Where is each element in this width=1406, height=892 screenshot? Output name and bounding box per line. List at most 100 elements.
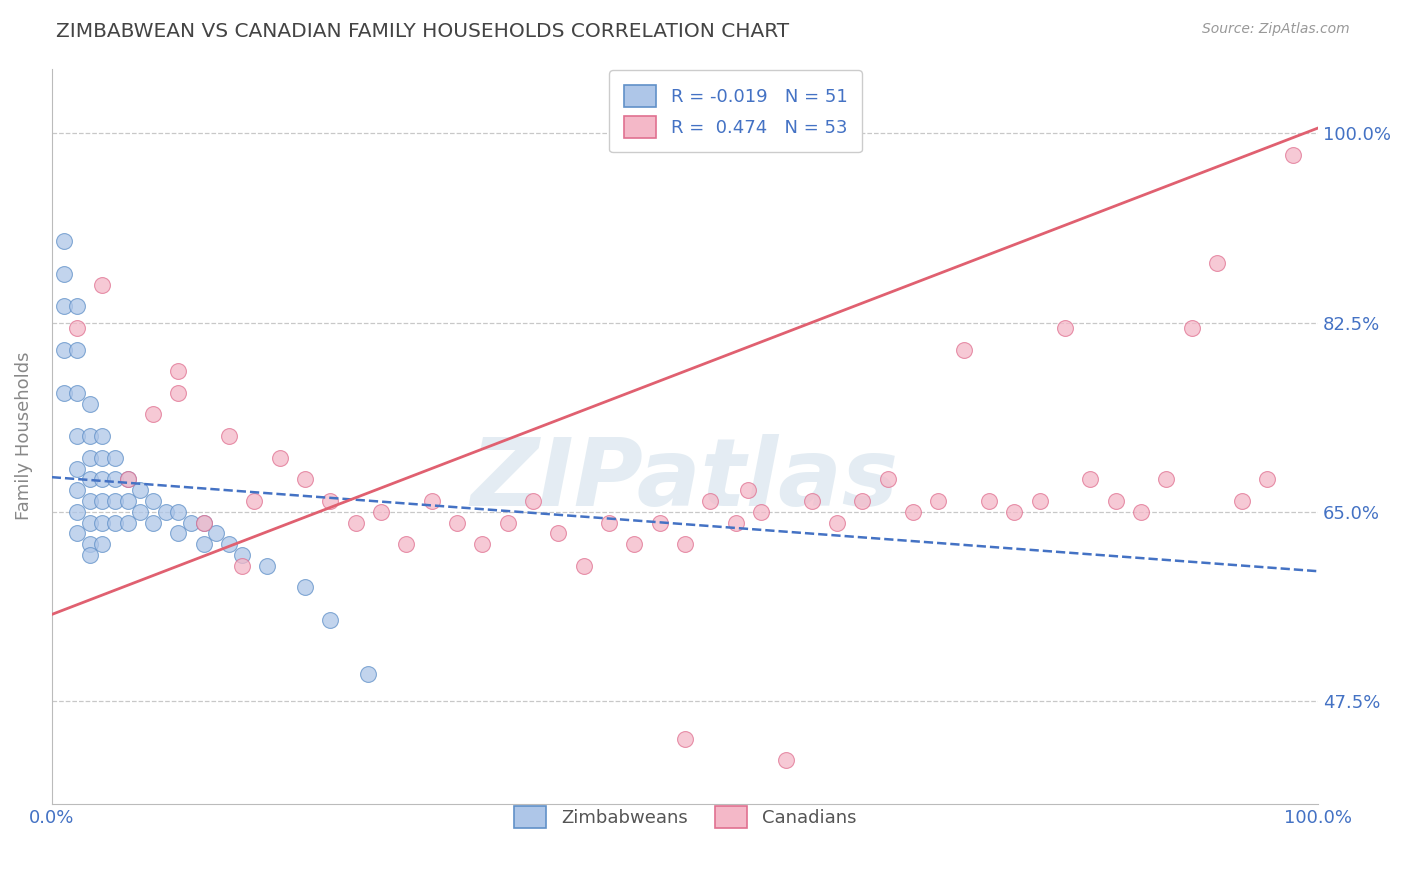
Point: [117, 472, 139, 486]
Point: [319, 494, 342, 508]
Point: [648, 516, 671, 530]
Point: [231, 558, 253, 573]
Point: [66, 461, 89, 475]
Point: [129, 483, 152, 497]
Point: [142, 408, 165, 422]
Point: [193, 537, 215, 551]
Point: [1154, 472, 1177, 486]
Point: [142, 516, 165, 530]
Point: [977, 494, 1000, 508]
Point: [319, 613, 342, 627]
Point: [952, 343, 974, 357]
Point: [117, 472, 139, 486]
Point: [66, 505, 89, 519]
Point: [129, 505, 152, 519]
Point: [193, 516, 215, 530]
Point: [104, 516, 127, 530]
Point: [446, 516, 468, 530]
Point: [572, 558, 595, 573]
Point: [180, 516, 202, 530]
Point: [117, 494, 139, 508]
Point: [66, 385, 89, 400]
Point: [167, 364, 190, 378]
Point: [370, 505, 392, 519]
Point: [775, 753, 797, 767]
Point: [269, 450, 291, 465]
Point: [79, 548, 101, 562]
Point: [66, 343, 89, 357]
Point: [53, 299, 76, 313]
Point: [851, 494, 873, 508]
Point: [699, 494, 721, 508]
Point: [79, 397, 101, 411]
Point: [1230, 494, 1253, 508]
Point: [142, 494, 165, 508]
Point: [294, 472, 316, 486]
Point: [104, 472, 127, 486]
Point: [471, 537, 494, 551]
Point: [66, 526, 89, 541]
Point: [1002, 505, 1025, 519]
Point: [66, 299, 89, 313]
Point: [53, 235, 76, 249]
Point: [1053, 321, 1076, 335]
Text: ZIPatlas: ZIPatlas: [471, 434, 898, 526]
Point: [1028, 494, 1050, 508]
Point: [800, 494, 823, 508]
Point: [673, 731, 696, 746]
Point: [66, 321, 89, 335]
Point: [79, 494, 101, 508]
Point: [79, 472, 101, 486]
Point: [547, 526, 569, 541]
Point: [66, 429, 89, 443]
Point: [1281, 148, 1303, 162]
Point: [91, 537, 114, 551]
Point: [53, 267, 76, 281]
Point: [53, 385, 76, 400]
Point: [167, 526, 190, 541]
Text: ZIMBABWEAN VS CANADIAN FAMILY HOUSEHOLDS CORRELATION CHART: ZIMBABWEAN VS CANADIAN FAMILY HOUSEHOLDS…: [56, 22, 789, 41]
Point: [256, 558, 278, 573]
Point: [91, 429, 114, 443]
Point: [218, 429, 240, 443]
Point: [193, 516, 215, 530]
Point: [79, 429, 101, 443]
Point: [91, 450, 114, 465]
Point: [1104, 494, 1126, 508]
Point: [66, 483, 89, 497]
Point: [673, 537, 696, 551]
Point: [496, 516, 519, 530]
Point: [927, 494, 949, 508]
Point: [53, 343, 76, 357]
Point: [205, 526, 228, 541]
Point: [79, 537, 101, 551]
Point: [724, 516, 747, 530]
Point: [522, 494, 544, 508]
Point: [91, 277, 114, 292]
Legend: Zimbabweans, Canadians: Zimbabweans, Canadians: [506, 798, 863, 835]
Point: [1205, 256, 1227, 270]
Point: [344, 516, 367, 530]
Point: [1180, 321, 1202, 335]
Point: [91, 494, 114, 508]
Point: [91, 516, 114, 530]
Point: [243, 494, 266, 508]
Point: [167, 385, 190, 400]
Y-axis label: Family Households: Family Households: [15, 351, 32, 520]
Point: [598, 516, 620, 530]
Point: [104, 494, 127, 508]
Point: [623, 537, 645, 551]
Point: [749, 505, 772, 519]
Point: [218, 537, 240, 551]
Point: [155, 505, 177, 519]
Point: [117, 516, 139, 530]
Point: [357, 667, 380, 681]
Point: [737, 483, 759, 497]
Point: [901, 505, 924, 519]
Point: [79, 516, 101, 530]
Point: [876, 472, 898, 486]
Point: [104, 450, 127, 465]
Point: [231, 548, 253, 562]
Point: [167, 505, 190, 519]
Point: [294, 581, 316, 595]
